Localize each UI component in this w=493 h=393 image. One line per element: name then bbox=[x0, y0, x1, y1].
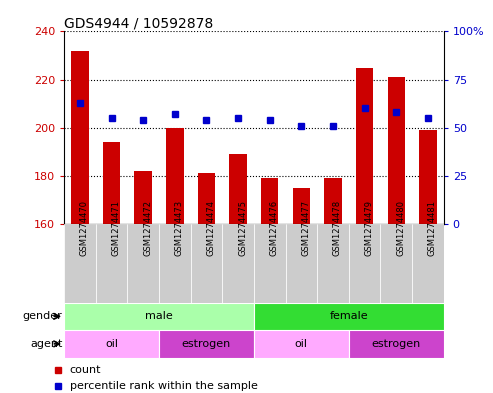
Bar bbox=[261, 178, 279, 224]
Text: GSM1274480: GSM1274480 bbox=[396, 200, 405, 256]
Bar bbox=[127, 224, 159, 303]
Text: count: count bbox=[70, 365, 101, 375]
Bar bbox=[103, 142, 120, 224]
Bar bbox=[71, 51, 89, 224]
Text: oil: oil bbox=[295, 339, 308, 349]
Bar bbox=[381, 224, 412, 303]
Text: GSM1274473: GSM1274473 bbox=[175, 200, 184, 256]
Bar bbox=[222, 224, 254, 303]
Bar bbox=[412, 224, 444, 303]
Bar bbox=[159, 330, 254, 358]
Text: GSM1274472: GSM1274472 bbox=[143, 200, 152, 256]
Text: percentile rank within the sample: percentile rank within the sample bbox=[70, 381, 258, 391]
Text: GDS4944 / 10592878: GDS4944 / 10592878 bbox=[64, 16, 213, 30]
Text: estrogen: estrogen bbox=[372, 339, 421, 349]
Bar bbox=[64, 330, 159, 358]
Bar bbox=[285, 224, 317, 303]
Text: gender: gender bbox=[23, 311, 63, 321]
Text: male: male bbox=[145, 311, 173, 321]
Text: GSM1274478: GSM1274478 bbox=[333, 200, 342, 256]
Bar bbox=[64, 224, 96, 303]
Text: GSM1274471: GSM1274471 bbox=[111, 200, 121, 256]
Bar bbox=[356, 68, 373, 224]
Text: GSM1274475: GSM1274475 bbox=[238, 200, 247, 256]
Bar bbox=[293, 188, 310, 224]
Bar bbox=[387, 77, 405, 224]
Bar bbox=[324, 178, 342, 224]
Text: GSM1274481: GSM1274481 bbox=[428, 200, 437, 256]
Text: female: female bbox=[329, 311, 368, 321]
Bar bbox=[159, 224, 191, 303]
Text: GSM1274477: GSM1274477 bbox=[301, 200, 311, 256]
Bar bbox=[166, 128, 183, 224]
Bar bbox=[349, 224, 381, 303]
Bar bbox=[198, 173, 215, 224]
Bar bbox=[254, 303, 444, 330]
Bar bbox=[135, 171, 152, 224]
Text: agent: agent bbox=[30, 339, 63, 349]
Bar bbox=[419, 130, 437, 224]
Text: oil: oil bbox=[105, 339, 118, 349]
Bar bbox=[229, 154, 247, 224]
Text: GSM1274479: GSM1274479 bbox=[365, 200, 374, 256]
Bar bbox=[96, 224, 127, 303]
Bar bbox=[191, 224, 222, 303]
Text: estrogen: estrogen bbox=[182, 339, 231, 349]
Bar bbox=[64, 303, 254, 330]
Text: GSM1274470: GSM1274470 bbox=[80, 200, 89, 256]
Bar bbox=[317, 224, 349, 303]
Text: GSM1274476: GSM1274476 bbox=[270, 200, 279, 256]
Bar bbox=[349, 330, 444, 358]
Bar bbox=[254, 330, 349, 358]
Text: GSM1274474: GSM1274474 bbox=[207, 200, 215, 256]
Bar bbox=[254, 224, 285, 303]
